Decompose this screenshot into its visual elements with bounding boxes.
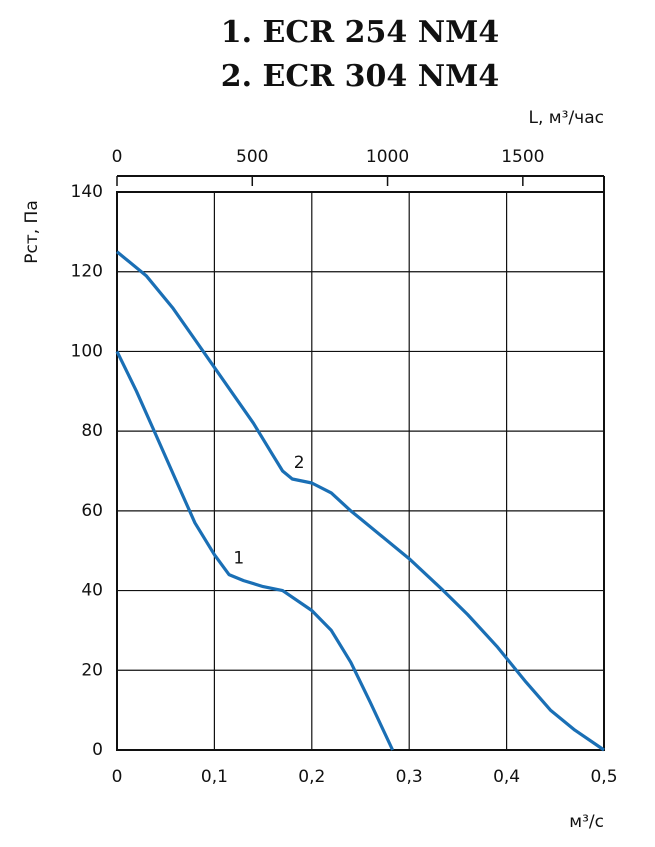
x-tick-label: 0,2 (298, 767, 325, 787)
data-line (115, 350, 395, 751)
x2-tick-label: 500 (236, 147, 268, 167)
x2-tick-label: 0 (112, 147, 123, 167)
chart-title: 2. ECR 304 NM4 (221, 59, 499, 94)
x-axis-label: м³/с (569, 812, 604, 832)
x-tick-label: 0,5 (590, 767, 617, 787)
series-label: 2 (294, 453, 305, 473)
x-tick-label: 0,4 (493, 767, 520, 787)
data-line (115, 250, 605, 752)
y-tick-label: 140 (71, 182, 103, 202)
x2-axis-label: L, м³/час (529, 108, 604, 128)
x2-tick-label: 1500 (501, 147, 544, 167)
y-tick-label: 40 (81, 581, 103, 601)
plot-frame (116, 191, 605, 751)
y-axis-label: Pст, Па (22, 200, 42, 264)
x2-tick-label: 1000 (366, 147, 409, 167)
y-tick-label: 100 (71, 341, 103, 361)
chart-title: 1. ECR 254 NM4 (221, 15, 499, 50)
x-tick-label: 0,3 (396, 767, 423, 787)
series-label: 1 (233, 549, 244, 569)
y-tick-label: 60 (81, 501, 103, 521)
y-tick-label: 80 (81, 421, 103, 441)
x-tick-label: 0 (112, 767, 123, 787)
x-tick-label: 0,1 (201, 767, 228, 787)
y-tick-label: 20 (81, 660, 103, 680)
y-tick-label: 120 (71, 262, 103, 282)
y-tick-label: 0 (92, 740, 103, 760)
